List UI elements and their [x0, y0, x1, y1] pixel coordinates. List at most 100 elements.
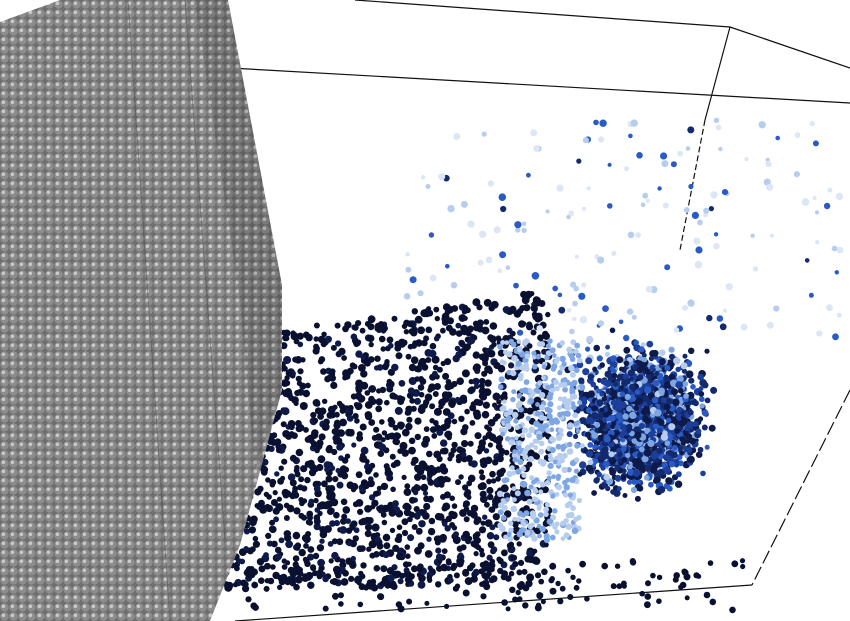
particle [459, 509, 467, 517]
particle [320, 368, 327, 375]
particle [464, 577, 473, 586]
particle [533, 453, 540, 460]
particle [611, 372, 618, 379]
particle [371, 499, 379, 507]
particle [661, 160, 669, 168]
particle [240, 579, 247, 587]
particle [448, 399, 456, 408]
particle [327, 405, 336, 414]
particle [389, 419, 396, 426]
particle [481, 410, 490, 419]
particle [579, 560, 586, 568]
particle [683, 393, 689, 399]
particle [449, 495, 456, 502]
particle [541, 375, 546, 381]
particle [461, 369, 470, 378]
particle [285, 560, 291, 566]
particle [608, 451, 615, 458]
particle [329, 520, 336, 527]
particle [524, 489, 531, 497]
particle [251, 516, 258, 523]
particle [252, 540, 260, 548]
particle [569, 328, 575, 335]
particle [605, 344, 610, 350]
particle [414, 433, 421, 441]
particle [448, 577, 454, 584]
particle [487, 349, 496, 358]
particle [659, 349, 666, 357]
particle [276, 496, 282, 502]
particle [519, 480, 527, 488]
particle [809, 121, 815, 127]
particle [552, 285, 559, 292]
particle [321, 480, 328, 488]
particle [300, 357, 306, 363]
particle [364, 530, 372, 538]
particle [587, 442, 594, 448]
particle [339, 407, 346, 414]
particle [538, 414, 545, 421]
particle [331, 551, 339, 560]
particle [252, 535, 259, 542]
particle [280, 421, 287, 428]
particle [497, 384, 504, 390]
particle [380, 437, 386, 443]
particle [236, 558, 242, 565]
particle [551, 353, 557, 358]
particle [610, 583, 617, 590]
particle [357, 508, 364, 515]
particle [288, 423, 295, 431]
particle [626, 423, 633, 431]
particle [485, 256, 493, 264]
particle [637, 452, 643, 459]
particle [376, 542, 384, 550]
particle [445, 559, 452, 566]
particle [339, 418, 347, 427]
particle [557, 427, 564, 434]
particle [332, 565, 341, 574]
particle [283, 515, 290, 521]
particle [296, 332, 304, 340]
particle [591, 405, 598, 412]
particle [531, 363, 538, 370]
particle [687, 409, 694, 416]
particle [525, 580, 533, 588]
particle [356, 431, 363, 438]
particle [260, 468, 268, 476]
particle [374, 355, 381, 362]
particle [527, 456, 535, 463]
particle [505, 423, 512, 430]
particle [420, 175, 426, 180]
particle [472, 409, 481, 418]
particle [540, 599, 546, 605]
particle [487, 369, 493, 375]
particle [450, 281, 458, 289]
particle [493, 226, 501, 234]
particle [328, 485, 336, 492]
particle [518, 581, 525, 588]
particle [541, 568, 548, 576]
particle [275, 553, 282, 561]
particle [435, 581, 442, 588]
particle [338, 347, 346, 356]
particle [586, 186, 591, 191]
particle [516, 339, 522, 344]
particle [523, 379, 530, 385]
particle [616, 583, 623, 590]
particle [380, 511, 387, 518]
particle [442, 395, 450, 403]
particle [593, 119, 599, 126]
particle [531, 556, 540, 565]
particle [331, 538, 338, 545]
particle [610, 366, 615, 372]
particle [541, 486, 549, 494]
particle [380, 482, 389, 491]
particle [520, 512, 526, 518]
particle [539, 341, 546, 348]
particle [532, 488, 539, 495]
particle [526, 549, 534, 557]
particle [530, 329, 537, 336]
particle [538, 423, 545, 429]
particle [664, 440, 671, 447]
particle [816, 330, 823, 337]
